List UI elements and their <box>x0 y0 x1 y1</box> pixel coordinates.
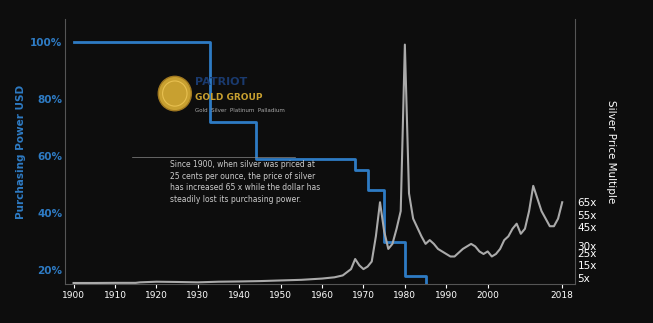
Ellipse shape <box>158 76 191 111</box>
Text: PATRIOT: PATRIOT <box>195 77 247 87</box>
Text: GOLD GROUP: GOLD GROUP <box>195 93 263 102</box>
Y-axis label: Purchasing Power USD: Purchasing Power USD <box>16 85 26 219</box>
Y-axis label: Silver Price Multiple: Silver Price Multiple <box>606 100 616 203</box>
Text: Since 1900, when silver was priced at
25 cents per ounce, the price of silver
ha: Since 1900, when silver was priced at 25… <box>170 160 320 204</box>
Text: Gold  Silver  Platinum  Palladium: Gold Silver Platinum Palladium <box>195 108 285 113</box>
